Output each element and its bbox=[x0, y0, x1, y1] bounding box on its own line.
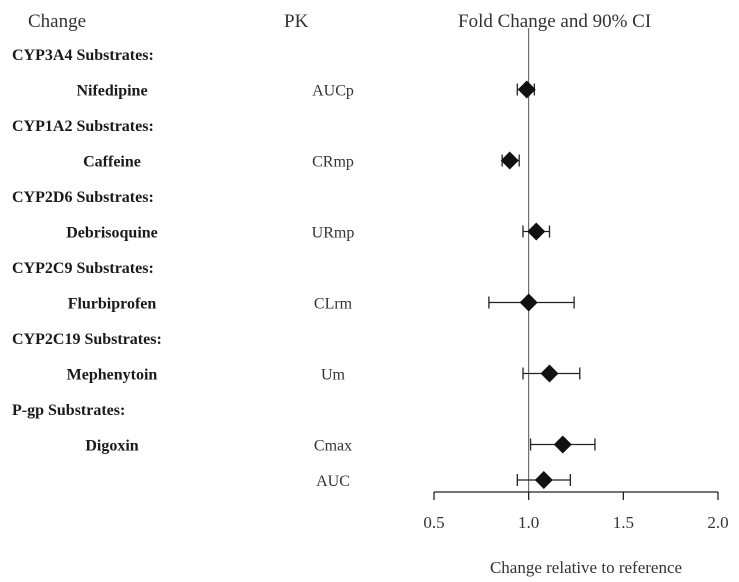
group-label: CYP2C9 Substrates: bbox=[12, 260, 154, 277]
drug-label: Nifedipine bbox=[76, 83, 147, 100]
group-label: CYP2C19 Substrates: bbox=[12, 331, 162, 348]
pk-label: URmp bbox=[312, 225, 355, 242]
drug-label: Debrisoquine bbox=[66, 225, 158, 242]
drug-label: Flurbiprofen bbox=[68, 296, 157, 313]
group-label: P-gp Substrates: bbox=[12, 402, 125, 419]
pk-label: Um bbox=[321, 367, 346, 384]
x-tick-label: 2.0 bbox=[707, 513, 728, 532]
pk-label: Cmax bbox=[314, 438, 352, 455]
forest-rows: CYP3A4 Substrates: Nifedipine AUCp CYP1A2 S… bbox=[12, 47, 354, 490]
pk-label: CLrm bbox=[314, 296, 353, 313]
estimate-marker bbox=[500, 151, 519, 170]
estimate-marker bbox=[534, 471, 553, 489]
pk-column-header: PK bbox=[284, 11, 309, 32]
group-label: CYP3A4 Substrates: bbox=[12, 47, 154, 64]
drug-label: Caffeine bbox=[83, 154, 141, 171]
group-label: CYP2D6 Substrates: bbox=[12, 189, 154, 206]
estimate-marker bbox=[527, 222, 546, 241]
pk-label: CRmp bbox=[312, 154, 354, 171]
plot-area: 0.5 1.0 1.5 2.0 Change relative to reference bbox=[423, 28, 729, 577]
pk-label: AUCp bbox=[312, 83, 354, 100]
change-column-header: Change bbox=[28, 11, 86, 32]
drug-label: Mephenytoin bbox=[67, 367, 158, 384]
estimate-marker bbox=[553, 435, 572, 454]
x-tick-label: 1.0 bbox=[518, 513, 539, 532]
x-tick-label: 0.5 bbox=[423, 513, 444, 532]
group-label: CYP1A2 Substrates: bbox=[12, 118, 154, 135]
drug-label: Digoxin bbox=[85, 438, 138, 455]
estimate-marker bbox=[517, 80, 536, 99]
estimate-marker bbox=[519, 293, 538, 312]
estimate-marker bbox=[540, 364, 559, 383]
ci-column-header: Fold Change and 90% CI bbox=[458, 11, 651, 32]
pk-label: AUC bbox=[316, 473, 350, 490]
x-axis-label: Change relative to reference bbox=[490, 558, 682, 577]
x-tick-label: 1.5 bbox=[613, 513, 634, 532]
